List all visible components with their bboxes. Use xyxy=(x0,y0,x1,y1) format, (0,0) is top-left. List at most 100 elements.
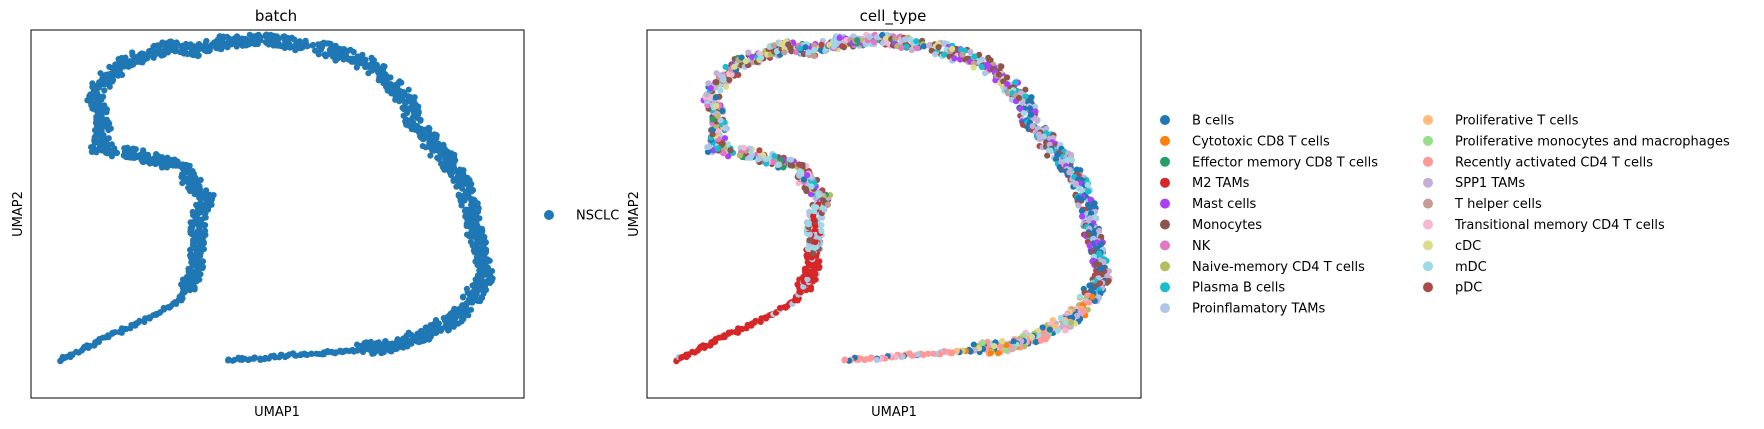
batch-point xyxy=(187,172,194,179)
cell-type-point xyxy=(903,43,910,50)
batch-point xyxy=(220,34,227,42)
cell-type-point xyxy=(971,53,978,60)
cell-type-point xyxy=(830,43,838,50)
cell-type-point xyxy=(1087,196,1094,203)
batch-point xyxy=(487,279,494,286)
cell-type-point xyxy=(841,357,848,364)
x-axis-label-batch: UMAP1 xyxy=(254,405,300,420)
batch-point xyxy=(340,56,347,63)
cell-type-legend-item: cDC xyxy=(1423,239,1481,254)
batch-point xyxy=(108,153,115,160)
cell-type-legend-marker xyxy=(1160,261,1170,272)
batch-point xyxy=(386,342,393,349)
cell-type-legend-label: Monocytes xyxy=(1192,218,1262,233)
batch-point xyxy=(193,250,200,257)
cell-type-legend-label: B cells xyxy=(1192,114,1234,129)
batch-point xyxy=(440,315,447,322)
batch-point xyxy=(180,45,187,52)
cell-type-point xyxy=(1068,319,1075,326)
cell-type-point xyxy=(987,57,994,64)
cell-type-legend-label: M2 TAMs xyxy=(1192,176,1250,191)
batch-point xyxy=(472,293,479,300)
batch-point xyxy=(89,80,96,87)
batch-point xyxy=(469,299,476,306)
cell-type-point xyxy=(1089,293,1096,300)
cell-type-point xyxy=(820,197,827,204)
cell-type-point xyxy=(863,356,870,363)
cell-type-point xyxy=(1003,347,1010,354)
batch-point xyxy=(98,127,105,134)
cell-type-point xyxy=(1004,81,1011,88)
chart-title-batch: batch xyxy=(255,7,297,25)
cell-type-legend-label: NK xyxy=(1192,239,1211,254)
cell-type-legend-marker xyxy=(1423,282,1433,293)
batch-point xyxy=(412,123,419,130)
cell-type-point xyxy=(805,49,812,56)
cell-type-point xyxy=(970,341,977,348)
cell-type-point xyxy=(898,44,905,52)
batch-point xyxy=(132,53,139,61)
batch-point xyxy=(112,71,119,78)
cell-type-point xyxy=(1022,93,1029,100)
cell-type-legend-marker xyxy=(1423,115,1433,125)
cell-type-point xyxy=(1026,105,1034,112)
cell-type-point xyxy=(804,172,811,179)
batch-point xyxy=(194,47,201,54)
cell-type-point xyxy=(884,39,891,47)
cell-type-point xyxy=(1069,157,1076,164)
batch-point xyxy=(171,156,178,163)
batch-point xyxy=(146,160,153,167)
cell-type-point xyxy=(1075,185,1083,192)
batch-point xyxy=(468,231,475,238)
cell-type-legend-marker xyxy=(1423,198,1433,209)
cell-type-point xyxy=(771,153,778,160)
cell-type-point xyxy=(1086,299,1093,306)
cell-type-legend-marker xyxy=(1423,156,1433,167)
cell-type-point xyxy=(749,53,756,61)
batch-point xyxy=(460,293,467,300)
batch-point xyxy=(188,276,195,283)
cell-type-point xyxy=(941,40,948,47)
cell-type-point xyxy=(745,49,752,56)
batch-point xyxy=(202,222,209,229)
batch-point xyxy=(309,42,316,49)
cell-type-legend-marker xyxy=(1160,115,1170,125)
cell-type-point xyxy=(735,71,742,78)
cell-type-legend-label: Proliferative T cells xyxy=(1455,114,1579,129)
cell-type-point xyxy=(1096,227,1103,234)
cell-type-point xyxy=(926,42,933,49)
batch-point xyxy=(474,203,481,210)
batch-point xyxy=(89,143,97,150)
batch-point xyxy=(430,326,437,333)
cell-type-point xyxy=(1085,188,1092,195)
batch-point xyxy=(424,133,431,140)
batch-point xyxy=(395,79,402,86)
cell-type-legend-item: Effector memory CD8 T cells xyxy=(1160,155,1378,170)
cell-type-point xyxy=(1096,250,1103,257)
cell-type-point xyxy=(932,51,939,58)
cell-type-point xyxy=(946,349,953,356)
cell-type-point xyxy=(902,36,909,43)
cell-type-point xyxy=(818,41,825,49)
cell-type-legend-marker xyxy=(1423,177,1433,188)
cell-type-point xyxy=(810,213,817,220)
batch-point xyxy=(387,74,394,81)
cell-type-legend-item: M2 TAMs xyxy=(1160,176,1250,191)
batch-point xyxy=(189,220,196,227)
cell-type-point xyxy=(1061,327,1069,334)
cell-type-point xyxy=(1044,152,1051,159)
batch-point xyxy=(199,264,206,272)
cell-type-legend-label: Mast cells xyxy=(1192,197,1257,212)
cell-type-point xyxy=(770,158,777,165)
cell-type-point xyxy=(728,71,735,78)
cell-type-point xyxy=(796,45,804,52)
cell-type-point xyxy=(873,34,880,41)
batch-point xyxy=(119,71,126,78)
cell-type-point xyxy=(805,220,813,227)
cell-type-point xyxy=(1079,213,1086,220)
cell-type-point xyxy=(1043,125,1050,132)
cell-type-point xyxy=(959,51,966,58)
cell-type-legend-label: Recently activated CD4 T cells xyxy=(1455,155,1653,170)
batch-point xyxy=(386,347,393,354)
cell-type-point xyxy=(1035,131,1042,138)
